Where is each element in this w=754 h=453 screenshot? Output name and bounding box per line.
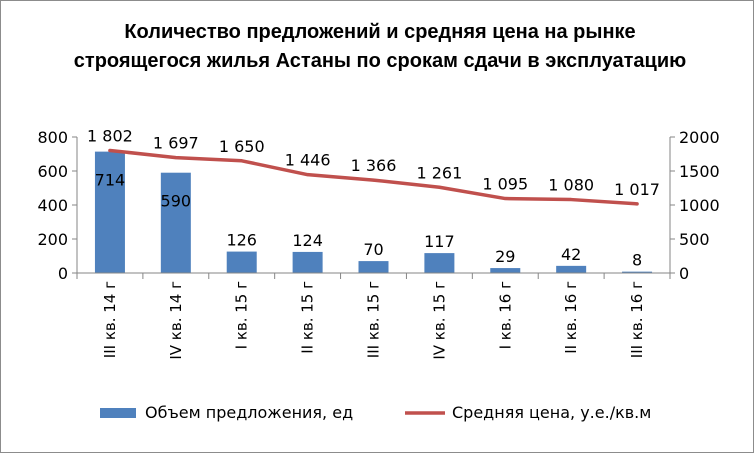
chart-title: Количество предложений и средняя цена на… bbox=[73, 21, 687, 72]
legend-label: Объем предложения, ед bbox=[145, 403, 353, 422]
price-data-label: 1 017 bbox=[614, 180, 660, 199]
category-label: III кв. 15 г bbox=[365, 281, 383, 358]
category-label: III кв. 14 г bbox=[101, 281, 119, 358]
volume-data-label: 590 bbox=[161, 192, 192, 211]
price-point bbox=[306, 173, 310, 177]
volume-data-label: 8 bbox=[632, 251, 642, 270]
volume-data-label: 42 bbox=[561, 245, 581, 264]
price-point bbox=[569, 198, 573, 202]
price-data-label: 1 080 bbox=[548, 176, 594, 195]
right-tick-label: 2000 bbox=[679, 128, 720, 147]
price-data-label: 1 366 bbox=[351, 156, 397, 175]
price-point bbox=[437, 185, 441, 189]
bar bbox=[490, 268, 521, 273]
bar bbox=[94, 151, 125, 273]
left-tick-label: 400 bbox=[37, 196, 68, 215]
category-label: I кв. 15 г bbox=[233, 281, 251, 349]
category-label: I кв. 16 г bbox=[496, 281, 514, 349]
bar bbox=[226, 251, 257, 273]
axes-layer: 0 200 400 600 800 0 500 1000 1500 2000 III кв. 14 … bbox=[37, 128, 719, 360]
bar bbox=[556, 265, 587, 273]
left-tick-label: 0 bbox=[58, 264, 68, 283]
line-layer bbox=[108, 148, 639, 206]
right-tick-label: 1000 bbox=[679, 196, 720, 215]
right-tick-label: 500 bbox=[679, 230, 710, 249]
right-tick-label: 0 bbox=[679, 264, 689, 283]
price-data-label: 1 095 bbox=[482, 175, 528, 194]
volume-data-label: 70 bbox=[363, 240, 383, 259]
volume-data-label: 29 bbox=[495, 247, 515, 266]
volume-data-label: 714 bbox=[95, 171, 126, 190]
right-tick-label: 1500 bbox=[679, 162, 720, 181]
category-label: IV кв. 15 г bbox=[430, 281, 448, 360]
price-data-label: 1 802 bbox=[87, 126, 133, 145]
volume-data-label: 124 bbox=[292, 231, 323, 250]
category-label: II кв. 15 г bbox=[299, 281, 317, 354]
price-data-label: 1 650 bbox=[219, 137, 265, 156]
bar bbox=[358, 261, 389, 273]
bar bbox=[160, 172, 191, 273]
price-data-label: 1 261 bbox=[416, 163, 462, 182]
category-label: II кв. 16 г bbox=[562, 281, 580, 354]
price-point bbox=[174, 156, 178, 160]
left-tick-label: 600 bbox=[37, 162, 68, 181]
price-data-label: 1 446 bbox=[285, 151, 331, 170]
bar bbox=[292, 251, 323, 273]
price-point bbox=[635, 202, 639, 206]
left-tick-label: 200 bbox=[37, 230, 68, 249]
category-label: III кв. 16 г bbox=[628, 281, 646, 358]
bars-layer bbox=[94, 151, 653, 273]
price-point bbox=[503, 197, 507, 201]
bar bbox=[622, 271, 653, 273]
legend: Объем предложения, ед Средняя цена, у.е./… bbox=[100, 403, 651, 422]
legend-label: Средняя цена, у.е./кв.м bbox=[452, 403, 651, 422]
labels-layer: 1 802 1 697 1 650 1 446 1 366 1 261 1 095 1 080… bbox=[87, 126, 660, 269]
category-label: IV кв. 14 г bbox=[167, 281, 185, 360]
volume-data-label: 117 bbox=[424, 232, 455, 251]
price-point bbox=[240, 159, 244, 163]
bar bbox=[424, 253, 455, 273]
price-point bbox=[108, 148, 112, 152]
price-data-label: 1 697 bbox=[153, 134, 199, 153]
volume-data-label: 126 bbox=[226, 231, 257, 250]
left-tick-label: 800 bbox=[37, 128, 68, 147]
price-point bbox=[372, 178, 375, 182]
legend-bar-swatch bbox=[100, 408, 136, 418]
